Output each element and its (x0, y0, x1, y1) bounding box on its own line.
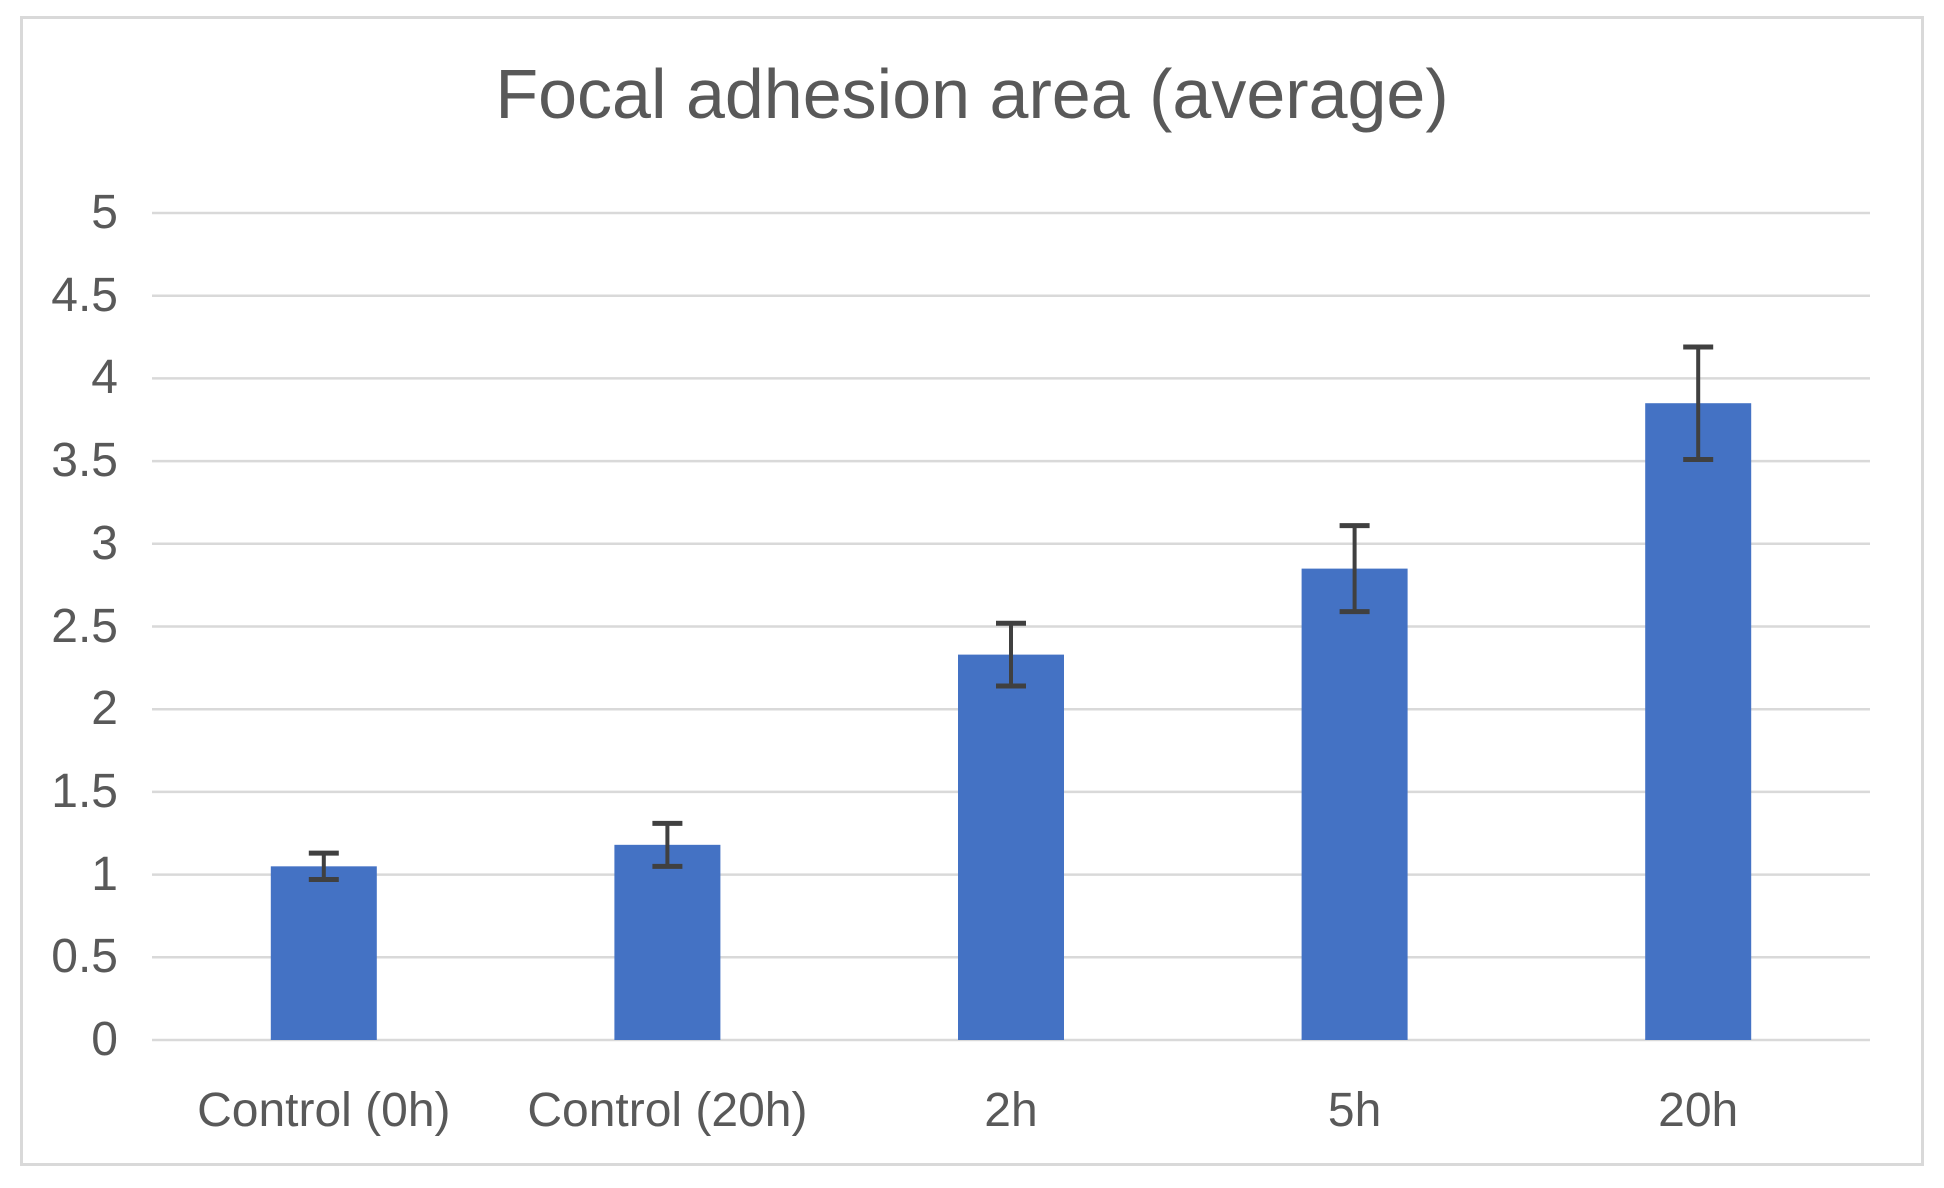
x-axis-category-label-control-0h: Control (0h) (197, 1084, 451, 1137)
x-axis-category-label-20h: 20h (1658, 1084, 1739, 1137)
y-axis-tick-label: 4 (91, 351, 118, 405)
bar-control-20h (614, 844, 721, 1040)
y-axis-tick-label: 0 (91, 1013, 118, 1066)
chart-title: Focal adhesion area (average) (495, 55, 1449, 133)
x-axis-category-label-2h: 2h (984, 1084, 1038, 1137)
bar-control-0h (270, 866, 377, 1040)
bar-5h (1301, 568, 1408, 1040)
y-axis-tick-label: 3.5 (51, 434, 118, 488)
y-axis-tick-label: 0.5 (51, 930, 118, 984)
y-axis-tick-label: 4.5 (51, 268, 118, 322)
y-axis-tick-label: 2.5 (51, 599, 118, 653)
y-axis-tick-label: 3 (91, 516, 118, 570)
bar-20h (1645, 403, 1752, 1041)
y-axis-tick-label: 1 (91, 847, 118, 901)
y-axis-tick-label: 5 (91, 186, 118, 239)
y-axis-tick-label: 1.5 (51, 764, 118, 818)
bar-2h (958, 654, 1064, 1040)
x-axis-category-label-control-20h: Control (20h) (527, 1084, 808, 1137)
x-axis-category-label-5h: 5h (1327, 1084, 1382, 1137)
y-axis-tick-label: 2 (91, 682, 118, 736)
